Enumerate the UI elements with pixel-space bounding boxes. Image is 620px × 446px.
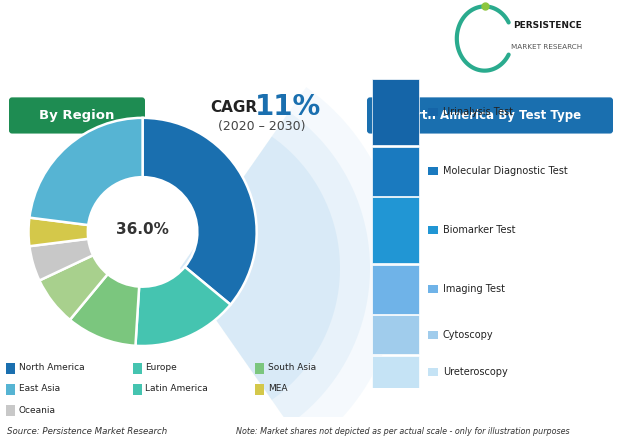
Polygon shape bbox=[429, 0, 455, 80]
Wedge shape bbox=[70, 274, 139, 346]
Text: Global Urothelial Carcinoma Diagnostics: Global Urothelial Carcinoma Diagnostics bbox=[7, 18, 352, 33]
Text: MARKET RESEARCH: MARKET RESEARCH bbox=[512, 44, 583, 50]
Text: Europe: Europe bbox=[145, 363, 177, 372]
Text: Molecular Diagnostic Test: Molecular Diagnostic Test bbox=[443, 166, 568, 176]
Text: By Region, 2020: By Region, 2020 bbox=[131, 56, 238, 69]
Bar bbox=[255, 363, 264, 374]
Text: By Region: By Region bbox=[39, 109, 115, 122]
FancyBboxPatch shape bbox=[9, 97, 145, 133]
Bar bbox=[6, 384, 15, 395]
Text: (2020 – 2030): (2020 – 2030) bbox=[218, 120, 306, 133]
Text: Biomarker Test: Biomarker Test bbox=[443, 225, 515, 235]
Text: 11%: 11% bbox=[255, 93, 321, 121]
Wedge shape bbox=[29, 239, 93, 281]
Bar bbox=[133, 363, 141, 374]
Bar bbox=[428, 368, 438, 376]
Polygon shape bbox=[484, 0, 510, 80]
Text: PERSISTENCE: PERSISTENCE bbox=[513, 21, 582, 30]
Bar bbox=[6, 363, 15, 374]
Text: Urinalysis Test: Urinalysis Test bbox=[443, 107, 513, 117]
Wedge shape bbox=[29, 218, 88, 246]
Text: East Asia: East Asia bbox=[19, 384, 60, 393]
Bar bbox=[428, 167, 438, 175]
Polygon shape bbox=[374, 0, 401, 80]
Bar bbox=[371, 79, 419, 145]
Polygon shape bbox=[361, 0, 387, 80]
Wedge shape bbox=[135, 267, 231, 346]
Text: Oceania: Oceania bbox=[19, 406, 56, 415]
Bar bbox=[371, 315, 419, 354]
Bar bbox=[371, 147, 419, 196]
Bar bbox=[255, 384, 264, 395]
Polygon shape bbox=[180, 87, 400, 446]
Polygon shape bbox=[497, 0, 523, 80]
Bar bbox=[428, 108, 438, 116]
Text: Source: Persistence Market Research: Source: Persistence Market Research bbox=[7, 427, 167, 436]
Text: South Asia: South Asia bbox=[268, 363, 316, 372]
Polygon shape bbox=[388, 0, 414, 80]
Polygon shape bbox=[180, 136, 340, 400]
Text: Market Share (%),: Market Share (%), bbox=[7, 56, 150, 70]
Wedge shape bbox=[40, 255, 108, 320]
Text: North America By Test Type: North America By Test Type bbox=[399, 109, 582, 122]
Text: 36.0%: 36.0% bbox=[116, 222, 169, 237]
Wedge shape bbox=[29, 118, 143, 225]
Polygon shape bbox=[456, 0, 482, 80]
Text: Cytoscopy: Cytoscopy bbox=[443, 330, 494, 340]
Polygon shape bbox=[180, 112, 370, 425]
Text: Latin America: Latin America bbox=[145, 384, 208, 393]
Bar bbox=[428, 226, 438, 235]
Polygon shape bbox=[415, 0, 441, 80]
Wedge shape bbox=[143, 118, 257, 305]
Polygon shape bbox=[443, 0, 469, 80]
Text: CAGR: CAGR bbox=[210, 100, 257, 115]
Bar bbox=[371, 355, 419, 388]
Bar bbox=[428, 285, 438, 293]
Bar bbox=[133, 384, 141, 395]
Polygon shape bbox=[347, 0, 373, 80]
Bar bbox=[6, 405, 15, 417]
Text: Ureteroscopy: Ureteroscopy bbox=[443, 367, 508, 377]
Text: Imaging Test: Imaging Test bbox=[443, 284, 505, 294]
Polygon shape bbox=[470, 0, 496, 80]
Polygon shape bbox=[402, 0, 428, 80]
Text: MEA: MEA bbox=[268, 384, 288, 393]
Bar bbox=[371, 197, 419, 263]
Text: Note: Market shares not depicted as per actual scale - only for illustration pur: Note: Market shares not depicted as per … bbox=[236, 427, 569, 436]
Text: North America: North America bbox=[19, 363, 84, 372]
Bar bbox=[371, 265, 419, 314]
Bar bbox=[428, 331, 438, 339]
FancyBboxPatch shape bbox=[367, 97, 613, 133]
